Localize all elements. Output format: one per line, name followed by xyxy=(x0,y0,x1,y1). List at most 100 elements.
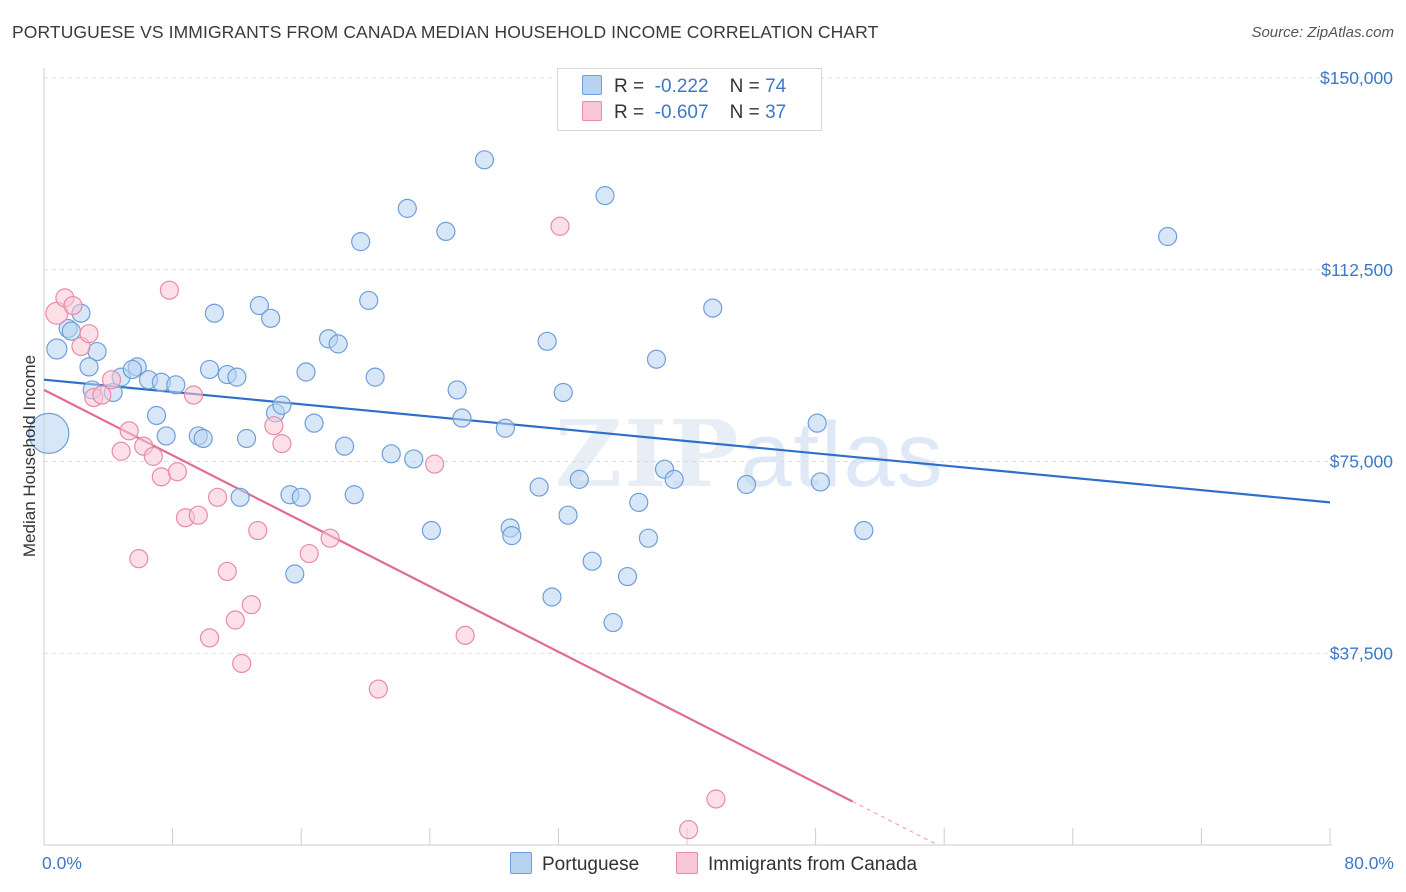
r-label: R = xyxy=(614,76,645,97)
point-immigrants xyxy=(232,653,252,674)
point-immigrants xyxy=(199,628,220,648)
point-portuguese xyxy=(351,232,371,252)
point-immigrants xyxy=(167,462,188,482)
point-portuguese xyxy=(272,395,292,415)
point-portuguese xyxy=(46,338,68,360)
legend-swatch-immigrants xyxy=(582,101,602,121)
y-tick-label: $37,500 xyxy=(1330,643,1394,663)
point-immigrants xyxy=(368,679,388,699)
point-portuguese xyxy=(193,428,213,449)
y-tick-label: $75,000 xyxy=(1330,452,1394,472)
point-portuguese xyxy=(397,198,417,218)
point-immigrants xyxy=(143,446,163,466)
point-portuguese xyxy=(328,334,348,354)
point-immigrants xyxy=(425,454,445,474)
r-value: -0.607 xyxy=(654,102,709,123)
point-portuguese xyxy=(291,487,311,507)
point-portuguese xyxy=(646,349,667,369)
point-immigrants xyxy=(129,549,149,569)
gridlines xyxy=(44,77,1392,654)
point-portuguese xyxy=(365,367,385,387)
point-immigrants xyxy=(101,370,122,390)
point-portuguese xyxy=(595,186,615,206)
point-immigrants xyxy=(550,216,570,236)
point-portuguese xyxy=(236,428,257,449)
legend-swatch-immigrants xyxy=(676,852,698,874)
point-immigrants xyxy=(241,595,261,615)
trend-line-immigrants xyxy=(43,388,854,803)
point-portuguese xyxy=(28,412,70,454)
point-portuguese xyxy=(122,359,143,380)
point-portuguese xyxy=(529,477,549,497)
axis-labels: $37,500 $75,000 $112,500 $150,000 0.0% 80.0% M… xyxy=(20,68,1394,873)
legend-label: Immigrants from Canada xyxy=(708,854,918,875)
point-portuguese xyxy=(810,472,831,492)
point-portuguese xyxy=(629,492,649,513)
point-portuguese xyxy=(617,566,638,587)
point-portuguese xyxy=(285,564,305,584)
axes xyxy=(43,68,1332,846)
point-portuguese xyxy=(569,469,589,489)
point-immigrants xyxy=(79,324,99,344)
point-portuguese xyxy=(603,612,623,633)
n-label: N = xyxy=(729,102,760,123)
point-immigrants xyxy=(119,421,139,441)
point-immigrants xyxy=(679,820,699,840)
y-tick-label: $112,500 xyxy=(1321,260,1393,280)
n-value: 37 xyxy=(765,102,787,123)
watermark: ZIPatlas xyxy=(555,400,945,508)
point-portuguese xyxy=(558,505,578,525)
point-portuguese xyxy=(230,487,250,507)
n-label: N = xyxy=(729,76,760,97)
point-immigrants xyxy=(151,467,171,487)
legend-swatch-portuguese xyxy=(510,852,532,874)
x-tick-label-end: 80.0% xyxy=(1344,853,1394,873)
legend-item-immigrants[interactable]: Immigrants from Canada xyxy=(676,852,917,876)
point-immigrants xyxy=(188,505,208,525)
point-immigrants xyxy=(248,520,268,541)
point-portuguese xyxy=(502,526,522,546)
point-portuguese xyxy=(452,408,472,428)
legend-label: Portuguese xyxy=(542,854,640,875)
point-portuguese xyxy=(166,375,186,395)
point-portuguese xyxy=(335,436,355,456)
point-immigrants xyxy=(299,543,319,564)
legend-row-immigrants: R = -0.607 N = 37 xyxy=(582,101,786,125)
point-portuguese xyxy=(495,418,515,438)
point-portuguese xyxy=(474,150,495,170)
legend-row-portuguese: R = -0.222 N = 74 xyxy=(582,75,786,99)
point-immigrants xyxy=(92,385,112,405)
point-portuguese xyxy=(304,413,324,433)
point-portuguese xyxy=(79,357,99,377)
point-portuguese xyxy=(381,444,401,464)
point-immigrants xyxy=(208,487,228,507)
trend-line-extension xyxy=(852,801,939,846)
point-portuguese xyxy=(261,308,281,328)
point-immigrants xyxy=(63,295,83,316)
point-immigrants xyxy=(159,280,179,300)
point-portuguese xyxy=(1158,226,1178,247)
point-portuguese xyxy=(61,321,81,341)
point-portuguese xyxy=(404,449,424,469)
legend-swatch-portuguese xyxy=(582,75,602,95)
point-portuguese xyxy=(582,551,602,571)
point-immigrants xyxy=(272,434,292,454)
point-portuguese xyxy=(542,587,562,607)
point-immigrants xyxy=(225,610,245,630)
point-portuguese xyxy=(703,298,723,318)
chart-title: PORTUGUESE VS IMMIGRANTS FROM CANADA MED… xyxy=(12,22,879,42)
data-points xyxy=(28,150,1178,840)
point-immigrants xyxy=(320,528,340,548)
point-immigrants xyxy=(111,441,131,461)
point-portuguese xyxy=(447,380,467,400)
point-portuguese xyxy=(736,474,757,495)
y-tick-label: $150,000 xyxy=(1320,68,1393,88)
point-portuguese xyxy=(854,520,874,541)
point-portuguese xyxy=(249,295,270,316)
point-portuguese xyxy=(807,413,827,433)
legend-item-portuguese[interactable]: Portuguese xyxy=(510,852,639,876)
point-portuguese xyxy=(296,362,316,382)
r-value: -0.222 xyxy=(654,76,709,97)
point-immigrants xyxy=(455,625,475,645)
